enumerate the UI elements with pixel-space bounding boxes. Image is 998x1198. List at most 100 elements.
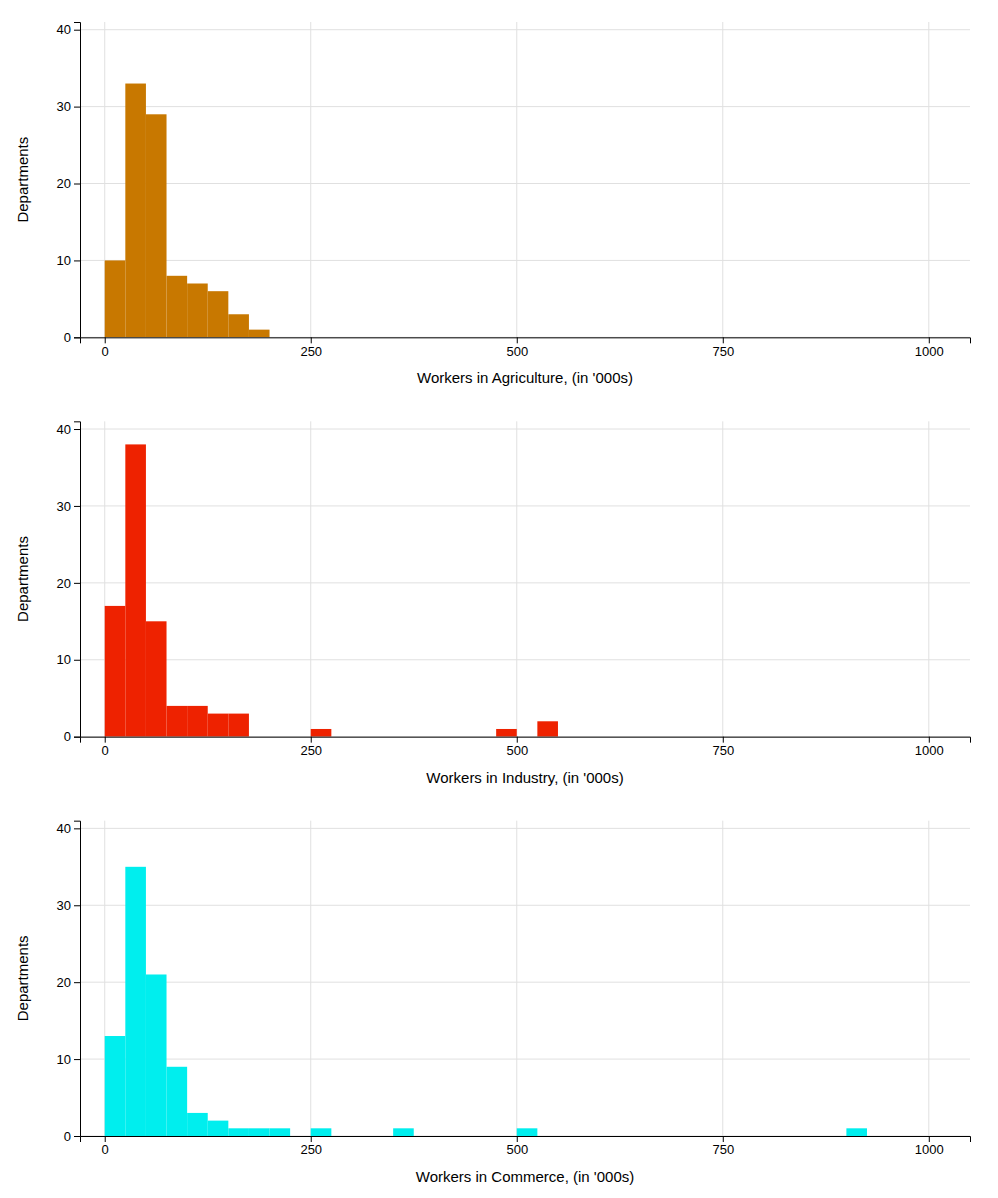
tick: 20 [57,975,80,990]
tick-label: 750 [712,743,734,758]
histogram-bar [249,330,270,338]
tick-label: 20 [57,975,71,990]
bars [105,84,270,338]
tick-mark [74,184,80,185]
tick-label: 0 [102,1142,109,1157]
tick-label: 20 [57,576,71,591]
histogram-bar [496,729,517,737]
tick-mark [74,583,80,584]
tick-mark [74,260,80,261]
grid-line [310,821,311,1136]
histogram-bar [661,1136,682,1137]
x-axis-title: Workers in Agriculture, (in '000s) [417,369,633,386]
tick-label: 30 [57,898,71,913]
tick: 40 [57,22,80,37]
tick-mark [74,429,80,430]
grid-line [928,821,929,1136]
y-axis-title: Departments [14,536,31,622]
axis-line [81,1137,971,1143]
bars [105,444,558,736]
tick-mark [74,828,80,829]
panel: 02505007501000010203040Workers in Agricu… [14,22,971,386]
tick: 750 [712,1136,734,1157]
grid [80,22,970,337]
histogram-bar [434,1136,455,1137]
histogram-bar [187,706,208,737]
tick-label: 500 [506,344,528,359]
tick-label: 750 [712,344,734,359]
figure: 02505007501000010203040Workers in Agricu… [0,0,998,1198]
grid-line [80,659,970,660]
tick-mark [311,1136,312,1142]
grid-line [310,421,311,736]
tick-mark [929,737,930,743]
x-axis-title: Workers in Commerce, (in '000s) [416,1168,634,1185]
tick-mark [74,737,80,738]
histogram-bar [352,1136,373,1137]
histogram-bar [393,736,414,737]
tick-mark [74,1136,80,1137]
histogram-bar [846,1128,867,1136]
histogram-bar [805,1136,826,1137]
histogram-bar [496,1136,517,1137]
tick: 40 [57,422,80,437]
grid-line [80,260,970,261]
tick-label: 20 [57,176,71,191]
tick-label: 0 [102,344,109,359]
tick: 40 [57,821,80,836]
histogram-bar [517,736,538,737]
histogram-bar [702,1136,723,1137]
histogram-bar [743,1136,764,1137]
histogram-bar [331,1136,352,1137]
axis-line [81,737,971,743]
tick-label: 750 [712,1142,734,1157]
axis-line [81,338,971,344]
histogram-bar [105,1036,126,1136]
histogram-bar [311,1128,332,1136]
tick-mark [74,905,80,906]
tick: 10 [57,1052,80,1067]
tick-mark [723,737,724,743]
grid-line [516,421,517,736]
histogram-bar [208,291,229,337]
histogram-bar [537,721,558,736]
tick-label: 30 [57,99,71,114]
y-axis: 0 10 20 30 40 [57,821,81,1144]
grid [80,821,970,1136]
x-axis: 0 250 500 750 1000 [81,337,971,358]
grid-line [722,821,723,1136]
tick-mark [723,337,724,343]
histogram-bar [290,1136,311,1137]
tick: 0 [64,330,80,345]
tick-mark [74,506,80,507]
tick-mark [517,737,518,743]
tick-label: 250 [300,1142,322,1157]
histogram-bar [125,444,146,736]
histogram-bar [167,706,188,737]
x-axis-title: Workers in Industry, (in '000s) [426,769,623,786]
tick-mark [74,982,80,983]
tick-label: 10 [57,652,71,667]
histogram-bar [228,714,249,737]
tick-mark [311,337,312,343]
tick-label: 0 [64,1129,71,1144]
grid-line [722,22,723,337]
tick-mark [74,660,80,661]
histogram-bar [826,1136,847,1137]
histogram-bar [290,736,311,737]
tick-label: 250 [300,344,322,359]
grid-line [80,905,970,906]
histogram-bar [311,729,332,737]
histogram-bar [785,1136,806,1137]
histogram-bar [208,714,229,737]
tick-label: 10 [57,1052,71,1067]
tick-label: 1000 [915,344,944,359]
tick: 30 [57,499,80,514]
x-axis: 02505007501000 [81,737,971,758]
grid-line [80,429,970,430]
histogram-bar [373,736,394,737]
tick: 30 [57,898,80,913]
histogram-bar [146,974,167,1136]
histogram-bar [125,867,146,1136]
grid-line [80,29,970,30]
